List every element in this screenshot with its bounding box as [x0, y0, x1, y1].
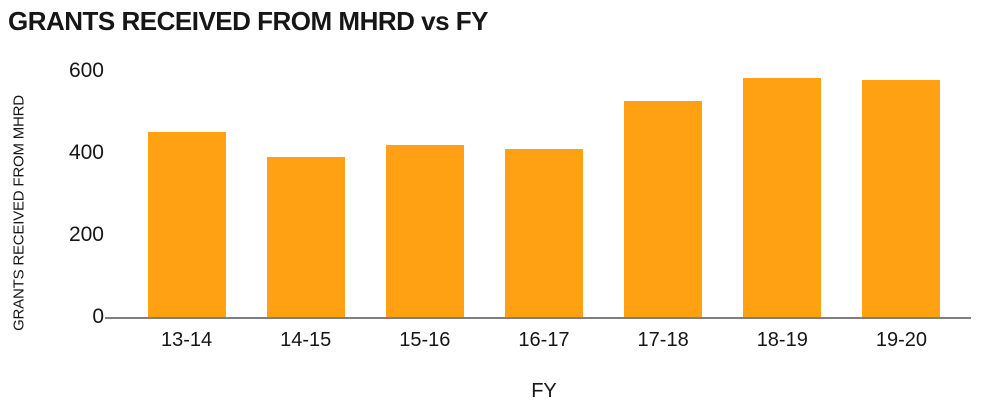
x-tick-label-13-14: 13-14: [160, 329, 213, 351]
bar-13-14[interactable]: [147, 132, 226, 317]
bar-17-18[interactable]: [624, 101, 703, 317]
bar-cell-17-18: [604, 71, 723, 317]
bar-cell-13-14: [127, 71, 246, 317]
bar-cell-19-20: [842, 71, 961, 317]
x-tick-label-16-17: 16-17: [518, 329, 570, 351]
y-axis-title: GRANTS RECEIVED FROM MHRD: [10, 95, 28, 331]
x-axis-tick-labels: 13-14 14-15 15-16 16-17 17-18 18-19 19-20: [127, 329, 961, 352]
chart-title: GRANTS RECEIVED FROM MHRD vs FY: [8, 6, 489, 36]
bar-18-19[interactable]: [743, 78, 822, 317]
bar-cell-16-17: [484, 71, 603, 317]
y-tick-label-600: 600: [68, 59, 104, 82]
bar-19-20[interactable]: [862, 80, 941, 317]
bar-cell-15-16: [365, 71, 484, 317]
bar-cell-18-19: [723, 71, 842, 317]
x-tick-label-18-19: 18-19: [756, 329, 808, 351]
x-tick-label-14-15: 14-15: [280, 329, 332, 351]
bar-15-16[interactable]: [385, 145, 464, 317]
y-tick-label-200: 200: [68, 223, 104, 246]
bar-14-15[interactable]: [266, 157, 345, 317]
x-tick-label-17-18: 17-18: [637, 329, 689, 351]
bars-area: [127, 71, 961, 317]
x-tick-label-19-20: 19-20: [875, 329, 927, 351]
x-tick-label-15-16: 15-16: [399, 329, 451, 351]
bar-cell-14-15: [246, 71, 365, 317]
bar-16-17[interactable]: [504, 149, 583, 317]
x-axis-line: [105, 317, 971, 319]
y-tick-label-400: 400: [68, 141, 104, 164]
x-axis-title: FY: [531, 380, 557, 402]
y-tick-label-0: 0: [92, 305, 104, 328]
